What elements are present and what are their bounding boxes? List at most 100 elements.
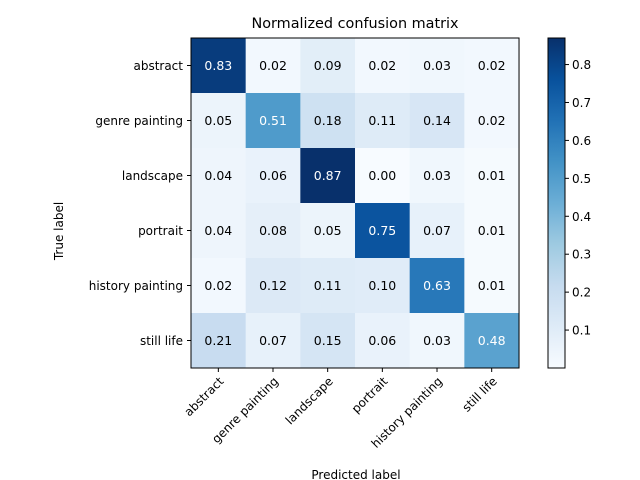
heatmap-cell <box>464 38 520 94</box>
colorbar-tick-label: 0.4 <box>572 210 591 224</box>
colorbar-tick-label: 0.5 <box>572 172 591 186</box>
cell-value-label: 0.01 <box>478 223 506 238</box>
cell-value-label: 0.18 <box>314 113 342 128</box>
heatmap-cell <box>355 203 411 259</box>
heatmap-cell <box>191 258 247 314</box>
heatmap-cell <box>245 38 301 94</box>
heatmap-cell <box>245 313 301 369</box>
cell-value-label: 0.12 <box>259 278 287 293</box>
heatmap-cell <box>355 313 411 369</box>
x-tick-label: portrait <box>349 374 391 416</box>
cell-value-label: 0.02 <box>478 113 506 128</box>
cell-value-label: 0.21 <box>204 333 232 348</box>
cell-value-label: 0.01 <box>478 278 506 293</box>
y-tick-label: still life <box>140 334 183 348</box>
plot-frame <box>190 37 520 369</box>
cell-value-label: 0.02 <box>204 278 232 293</box>
cell-value-label: 0.09 <box>314 58 342 73</box>
y-tick-label: history painting <box>89 279 183 293</box>
colorbar-gradient <box>547 37 566 369</box>
cell-value-label: 0.02 <box>259 58 287 73</box>
heatmap-cell <box>464 148 520 204</box>
heatmap-cell <box>464 258 520 314</box>
heatmap-cell <box>409 313 465 369</box>
cell-value-label: 0.48 <box>478 333 506 348</box>
heatmap-cell <box>355 93 411 149</box>
heatmap-cell <box>191 148 247 204</box>
cell-value-label: 0.11 <box>314 278 342 293</box>
cell-value-label: 0.15 <box>314 333 342 348</box>
cell-value-label: 0.03 <box>423 168 451 183</box>
heatmap-cell <box>409 93 465 149</box>
heatmap-cell <box>300 203 356 259</box>
heatmap-cell <box>191 93 247 149</box>
cell-value-label: 0.00 <box>368 168 396 183</box>
chart-title: Normalized confusion matrix <box>251 16 459 32</box>
heatmap-cell <box>191 313 247 369</box>
colorbar: 0.1 0.2 0.3 0.4 0.5 0.6 0.7 0.8 <box>547 37 591 369</box>
colorbar-tick-label: 0.6 <box>572 134 591 148</box>
heatmap-cell <box>409 258 465 314</box>
y-tick-label: abstract <box>133 59 183 73</box>
x-tick-label: still life <box>459 374 499 414</box>
colorbar-tick-label: 0.8 <box>572 58 591 72</box>
heatmap-cells <box>191 38 520 369</box>
cell-value-label: 0.02 <box>368 58 396 73</box>
cell-value-label: 0.06 <box>368 333 396 348</box>
cell-value-label: 0.63 <box>423 278 451 293</box>
y-axis-ticks: abstract genre painting landscape portrait h… <box>89 59 191 348</box>
heatmap-cell <box>464 313 520 369</box>
heatmap-cell <box>409 148 465 204</box>
cell-value-label: 0.75 <box>368 223 396 238</box>
heatmap-cell <box>355 38 411 94</box>
cell-value-label: 0.05 <box>204 113 232 128</box>
cell-value-label: 0.14 <box>423 113 451 128</box>
heatmap-cell <box>300 258 356 314</box>
heatmap-cell <box>245 148 301 204</box>
colorbar-tick-label: 0.1 <box>572 324 591 338</box>
colorbar-tick-label: 0.7 <box>572 96 591 110</box>
heatmap-cell <box>191 203 247 259</box>
y-tick-label: landscape <box>122 169 183 183</box>
x-tick-label: landscape <box>283 374 336 427</box>
heatmap-cell <box>191 38 247 94</box>
cell-value-label: 0.08 <box>259 223 287 238</box>
heatmap-cell <box>300 313 356 369</box>
cell-value-label: 0.87 <box>314 168 342 183</box>
heatmap-cell-labels: 0.83 0.02 0.09 0.02 0.03 0.02 0.05 0.51 0.18 0.11… <box>204 58 505 348</box>
cell-value-label: 0.01 <box>478 168 506 183</box>
heatmap-cell <box>245 93 301 149</box>
y-axis-label: True label <box>52 202 66 261</box>
cell-value-label: 0.11 <box>368 113 396 128</box>
heatmap-cell <box>355 258 411 314</box>
heatmap-cell <box>245 203 301 259</box>
cell-value-label: 0.51 <box>259 113 287 128</box>
heatmap-cell <box>355 148 411 204</box>
heatmap-cell <box>409 38 465 94</box>
x-tick-label: abstract <box>182 374 227 419</box>
heatmap-cell <box>300 148 356 204</box>
colorbar-tick-label: 0.2 <box>572 286 591 300</box>
heatmap-cell <box>464 93 520 149</box>
cell-value-label: 0.07 <box>423 223 451 238</box>
cell-value-label: 0.05 <box>314 223 342 238</box>
colorbar-ticks: 0.1 0.2 0.3 0.4 0.5 0.6 0.7 0.8 <box>565 58 591 338</box>
heatmap-cell <box>300 93 356 149</box>
cell-value-label: 0.07 <box>259 333 287 348</box>
heatmap-cell <box>300 38 356 94</box>
cell-value-label: 0.02 <box>478 58 506 73</box>
cell-value-label: 0.06 <box>259 168 287 183</box>
cell-value-label: 0.03 <box>423 333 451 348</box>
cell-value-label: 0.10 <box>368 278 396 293</box>
heatmap-cell <box>464 203 520 259</box>
heatmap-cell <box>245 258 301 314</box>
cell-value-label: 0.83 <box>204 58 232 73</box>
y-tick-label: genre painting <box>95 114 183 128</box>
cell-value-label: 0.04 <box>204 223 232 238</box>
colorbar-tick-label: 0.3 <box>572 248 591 262</box>
cell-value-label: 0.04 <box>204 168 232 183</box>
heatmap-cell <box>409 203 465 259</box>
cell-value-label: 0.03 <box>423 58 451 73</box>
